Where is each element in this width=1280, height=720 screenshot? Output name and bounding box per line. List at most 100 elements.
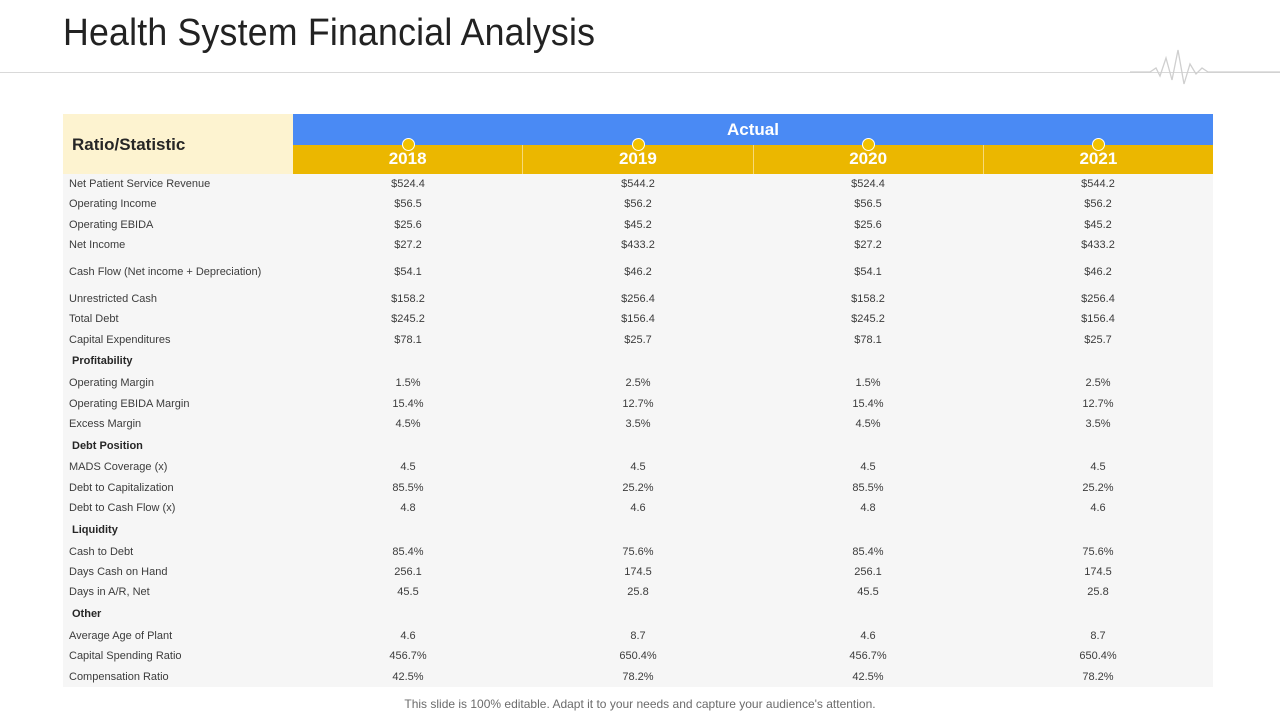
- cell-value: 15.4%: [852, 398, 884, 410]
- page-title: Health System Financial Analysis: [63, 12, 596, 54]
- cell-value: 4.8: [400, 502, 416, 514]
- cell-value: 85.5%: [852, 482, 884, 494]
- cell-value: 650.4%: [1079, 650, 1117, 662]
- table-corner-header: Ratio/Statistic: [63, 114, 293, 174]
- cell-value: $544.2: [621, 178, 655, 190]
- cell-value: 174.5: [624, 566, 652, 578]
- cell-value: 650.4%: [619, 650, 657, 662]
- cell-value: 75.6%: [622, 546, 654, 558]
- row-label: MADS Coverage (x): [69, 461, 168, 473]
- row-label: Net Patient Service Revenue: [69, 178, 211, 190]
- cell-value: $46.2: [1084, 266, 1112, 278]
- row-label: Operating Margin: [69, 377, 154, 389]
- title-divider: [0, 72, 1280, 73]
- cell-value: 4.6: [630, 502, 646, 514]
- table-row: Net Patient Service Revenue $524.4 $544.2 $…: [63, 174, 1213, 194]
- year-label: 2018: [388, 149, 427, 168]
- cell-value: 3.5%: [1085, 418, 1111, 430]
- row-label: Operating EBIDA: [69, 219, 154, 231]
- row-label: Days in A/R, Net: [69, 586, 150, 598]
- table-row: MADS Coverage (x) 4.5 4.5 4.5 4.5: [63, 457, 1213, 477]
- section-label: Profitability: [72, 355, 133, 367]
- cell-value: $156.4: [1081, 313, 1115, 325]
- cell-value: $45.2: [1084, 219, 1112, 231]
- table-row: Operating EBIDA Margin 15.4% 12.7% 15.4% 12.…: [63, 394, 1213, 414]
- cell-value: 3.5%: [625, 418, 651, 430]
- cell-value: $78.1: [394, 334, 422, 346]
- table-row: Compensation Ratio 42.5% 78.2% 42.5% 78.2%: [63, 667, 1213, 687]
- cell-value: $158.2: [391, 293, 425, 305]
- row-label: Average Age of Plant: [69, 630, 173, 642]
- year-label: 2019: [618, 149, 657, 168]
- cell-value: $524.4: [851, 178, 885, 190]
- cell-value: 4.6: [860, 630, 876, 642]
- table-row: Days Cash on Hand 256.1 174.5 256.1 174.5: [63, 562, 1213, 582]
- table-row: Days in A/R, Net 45.5 25.8 45.5 25.8: [63, 582, 1213, 602]
- cell-value: 4.5%: [395, 418, 421, 430]
- section-label: Liquidity: [72, 524, 118, 536]
- row-label: Capital Spending Ratio: [69, 650, 182, 662]
- cell-value: $56.2: [624, 198, 652, 210]
- cell-value: 4.8: [860, 502, 876, 514]
- cell-value: 256.1: [854, 566, 882, 578]
- section-header-row: Debt Position: [63, 436, 1213, 456]
- cell-value: 4.5: [1090, 461, 1106, 473]
- table-row: Net Income $27.2 $433.2 $27.2 $433.2: [63, 235, 1213, 255]
- cell-value: $524.4: [391, 178, 425, 190]
- cell-value: 1.5%: [855, 377, 881, 389]
- cell-value: $27.2: [394, 239, 422, 251]
- cell-value: $46.2: [624, 266, 652, 278]
- cell-value: $156.4: [621, 313, 655, 325]
- cell-value: 4.5%: [855, 418, 881, 430]
- cell-value: 85.4%: [852, 546, 884, 558]
- cell-value: $433.2: [1081, 239, 1115, 251]
- cell-value: $56.2: [1084, 198, 1112, 210]
- cell-value: 45.5: [857, 586, 879, 598]
- cell-value: 25.8: [627, 586, 649, 598]
- table-row: Operating Income $56.5 $56.2 $56.5 $56.2: [63, 194, 1213, 214]
- cell-value: 12.7%: [622, 398, 654, 410]
- cell-value: 256.1: [394, 566, 422, 578]
- cell-value: 4.5: [860, 461, 876, 473]
- cell-value: $544.2: [1081, 178, 1115, 190]
- row-label: Debt to Capitalization: [69, 482, 174, 494]
- cell-value: 1.5%: [395, 377, 421, 389]
- cell-value: $256.4: [621, 293, 655, 305]
- table-row: Unrestricted Cash $158.2 $256.4 $158.2 $256.…: [63, 289, 1213, 309]
- row-label: Operating EBIDA Margin: [69, 398, 190, 410]
- cell-value: 456.7%: [389, 650, 427, 662]
- year-marker-dot-icon: [1092, 138, 1106, 151]
- row-label: Unrestricted Cash: [69, 293, 158, 305]
- cell-value: 174.5: [1084, 566, 1112, 578]
- row-label: Cash Flow (Net income + Depreciation): [69, 266, 262, 278]
- row-label: Excess Margin: [69, 418, 142, 430]
- heartbeat-line-icon: [1130, 49, 1280, 85]
- table-row: Average Age of Plant 4.6 8.7 4.6 8.7: [63, 626, 1213, 646]
- section-header-row: Profitability: [63, 351, 1213, 371]
- cell-value: $25.6: [394, 219, 422, 231]
- row-label: Days Cash on Hand: [69, 566, 168, 578]
- table-row: Cash Flow (Net income + Depreciation) $54…: [63, 262, 1213, 282]
- cell-value: $25.6: [854, 219, 882, 231]
- table-body: Net Patient Service Revenue $524.4 $544.2 $…: [63, 174, 1213, 687]
- cell-value: 75.6%: [1082, 546, 1114, 558]
- table-row: Excess Margin 4.5% 3.5% 4.5% 3.5%: [63, 414, 1213, 434]
- row-label: Cash to Debt: [69, 546, 134, 558]
- cell-value: $45.2: [624, 219, 652, 231]
- footer-note: This slide is 100% editable. Adapt it to…: [404, 697, 876, 711]
- cell-value: $56.5: [854, 198, 882, 210]
- cell-value: $158.2: [851, 293, 885, 305]
- table-row: Capital Spending Ratio 456.7% 650.4% 456.7%…: [63, 646, 1213, 666]
- table-row: Debt to Capitalization 85.5% 25.2% 85.5% 25.…: [63, 478, 1213, 498]
- cell-value: 8.7: [630, 630, 646, 642]
- cell-value: 25.8: [1087, 586, 1109, 598]
- row-label: Net Income: [69, 239, 126, 251]
- cell-value: $433.2: [621, 239, 655, 251]
- year-header-2020: 2020: [752, 138, 983, 174]
- table-row: Total Debt $245.2 $156.4 $245.2 $156.4: [63, 309, 1213, 329]
- cell-value: 78.2%: [622, 671, 654, 683]
- cell-value: 85.4%: [392, 546, 424, 558]
- year-marker-dot-icon: [401, 138, 415, 151]
- row-label: Capital Expenditures: [69, 334, 171, 346]
- year-header-2018: 2018: [293, 138, 523, 174]
